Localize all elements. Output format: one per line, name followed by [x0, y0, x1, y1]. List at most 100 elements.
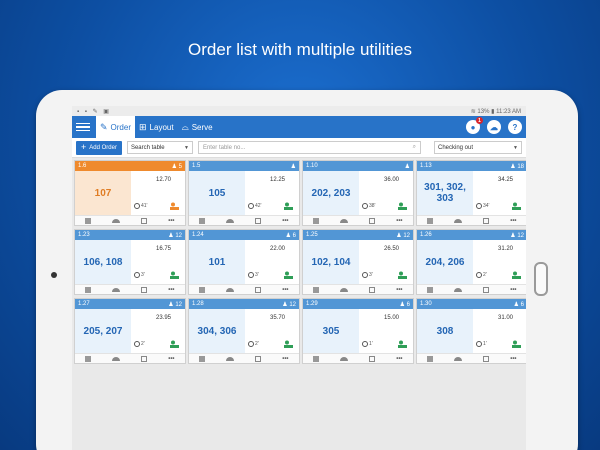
more-options-icon[interactable]: ••• — [396, 286, 403, 293]
clock-icon — [476, 272, 482, 278]
table-numbers: 308 — [417, 309, 473, 353]
serve-icon[interactable] — [112, 218, 121, 223]
guest-count: ♟ 12 — [396, 232, 410, 239]
home-button[interactable] — [534, 262, 548, 296]
bill-icon[interactable] — [85, 286, 92, 293]
elapsed-time: 2' — [134, 341, 145, 347]
more-options-icon[interactable]: ••• — [168, 286, 175, 293]
order-amount: 22.00 — [269, 246, 285, 252]
guest-count: ♟ 12 — [282, 301, 296, 308]
order-card[interactable]: 1.6 ♟ 5 107 12.70 41' ••• — [74, 160, 186, 226]
note-icon[interactable] — [255, 286, 262, 293]
bill-icon[interactable] — [85, 355, 92, 362]
note-icon[interactable] — [483, 217, 490, 224]
more-options-icon[interactable]: ••• — [282, 355, 289, 362]
tab-layout[interactable]: ⊞ Layout — [135, 116, 178, 138]
order-card[interactable]: 1.23 ♟ 12 106, 108 16.75 3' ••• — [74, 229, 186, 295]
serve-icon[interactable] — [226, 287, 235, 292]
serve-icon[interactable] — [112, 287, 121, 292]
cloud-download-button[interactable]: ☁ — [487, 120, 501, 134]
dropdown-caret-icon: ▼ — [513, 144, 518, 151]
waiter-status-icon — [170, 271, 179, 279]
serve-icon[interactable] — [340, 218, 349, 223]
search-icon[interactable]: ⌕ — [412, 144, 416, 150]
bill-icon[interactable] — [313, 217, 320, 224]
order-card-header: 1.5 ♟ — [189, 161, 299, 171]
order-card[interactable]: 1.29 ♟ 6 305 15.00 1' ••• — [302, 298, 414, 364]
order-card[interactable]: 1.28 ♟ 12 304, 306 35.70 2' ••• — [188, 298, 300, 364]
search-input[interactable]: Enter table no... ⌕ — [197, 141, 421, 154]
serve-icon[interactable] — [340, 287, 349, 292]
order-card[interactable]: 1.24 ♟ 6 101 22.00 3' ••• — [188, 229, 300, 295]
status-icons: ▪ ▪ ✎ ▣ — [77, 108, 111, 115]
more-options-icon[interactable]: ••• — [168, 355, 175, 362]
note-icon[interactable] — [141, 217, 148, 224]
order-card[interactable]: 1.30 ♟ 6 308 31.00 1' ••• — [416, 298, 526, 364]
order-card[interactable]: 1.10 ♟ 202, 203 36.00 38' ••• — [302, 160, 414, 226]
search-scope-select[interactable]: Search table ▼ — [126, 141, 193, 154]
more-options-icon[interactable]: ••• — [510, 286, 517, 293]
elapsed-time: 3' — [134, 272, 145, 278]
serve-icon[interactable] — [454, 356, 463, 361]
note-icon[interactable] — [255, 217, 262, 224]
table-numbers: 202, 203 — [303, 171, 359, 215]
table-numbers: 305 — [303, 309, 359, 353]
serve-icon[interactable] — [340, 356, 349, 361]
bill-icon[interactable] — [199, 355, 206, 362]
more-options-icon[interactable]: ••• — [396, 217, 403, 224]
elapsed-time-value: 3' — [141, 272, 145, 278]
guest-count-value: 6 — [520, 301, 524, 308]
note-icon[interactable] — [483, 355, 490, 362]
order-code: 1.13 — [420, 163, 432, 169]
more-options-icon[interactable]: ••• — [510, 355, 517, 362]
order-card[interactable]: 1.25 ♟ 12 102, 104 26.50 3' ••• — [302, 229, 414, 295]
serve-icon[interactable] — [454, 287, 463, 292]
order-card[interactable]: 1.13 ♟ 18 301, 302, 303 34.25 34' ••• — [416, 160, 526, 226]
order-code: 1.6 — [78, 163, 87, 169]
note-icon[interactable] — [369, 286, 376, 293]
tablet-frame: ▪ ▪ ✎ ▣ ≋ 13% ▮ 11:23 AM ✎ Order ⊞ Layou… — [36, 90, 578, 450]
more-options-icon[interactable]: ••• — [510, 217, 517, 224]
bill-icon[interactable] — [199, 217, 206, 224]
order-card[interactable]: 1.26 ♟ 12 204, 206 31.20 2' ••• — [416, 229, 526, 295]
bill-icon[interactable] — [313, 355, 320, 362]
bill-icon[interactable] — [313, 286, 320, 293]
order-info: 31.20 2' — [473, 240, 526, 284]
bill-icon[interactable] — [85, 217, 92, 224]
order-card-body: 106, 108 16.75 3' — [75, 240, 185, 284]
bill-icon[interactable] — [427, 286, 434, 293]
note-icon[interactable] — [141, 286, 148, 293]
note-icon[interactable] — [141, 355, 148, 362]
serve-icon[interactable] — [454, 218, 463, 223]
serve-icon[interactable] — [226, 356, 235, 361]
help-button[interactable]: ? — [508, 120, 522, 134]
more-options-icon[interactable]: ••• — [282, 286, 289, 293]
order-card-body: 107 12.70 41' — [75, 171, 185, 215]
more-options-icon[interactable]: ••• — [282, 217, 289, 224]
more-options-icon[interactable]: ••• — [168, 217, 175, 224]
note-icon[interactable] — [369, 355, 376, 362]
waiter-status-icon — [284, 202, 293, 210]
elapsed-time: 1' — [476, 341, 487, 347]
tab-order[interactable]: ✎ Order — [96, 116, 135, 138]
order-card[interactable]: 1.27 ♟ 12 205, 207 23.95 2' ••• — [74, 298, 186, 364]
order-card[interactable]: 1.5 ♟ 105 12.25 42' ••• — [188, 160, 300, 226]
more-options-icon[interactable]: ••• — [396, 355, 403, 362]
status-filter-select[interactable]: Checking out ▼ — [434, 141, 522, 154]
bill-icon[interactable] — [427, 355, 434, 362]
hamburger-menu-icon[interactable] — [76, 120, 90, 134]
bill-icon[interactable] — [427, 217, 434, 224]
table-numbers: 301, 302, 303 — [417, 171, 473, 215]
serve-icon[interactable] — [226, 218, 235, 223]
note-icon[interactable] — [483, 286, 490, 293]
elapsed-time-value: 2' — [141, 341, 145, 347]
clock-icon — [248, 203, 254, 209]
bill-icon[interactable] — [199, 286, 206, 293]
note-icon[interactable] — [255, 355, 262, 362]
add-order-button[interactable]: + Add Order — [76, 140, 122, 155]
order-code: 1.27 — [78, 301, 90, 307]
note-icon[interactable] — [369, 217, 376, 224]
serve-icon[interactable] — [112, 356, 121, 361]
tab-serve[interactable]: ⌓ Serve — [178, 116, 217, 138]
notifications-button[interactable]: ● 1 — [466, 117, 483, 134]
